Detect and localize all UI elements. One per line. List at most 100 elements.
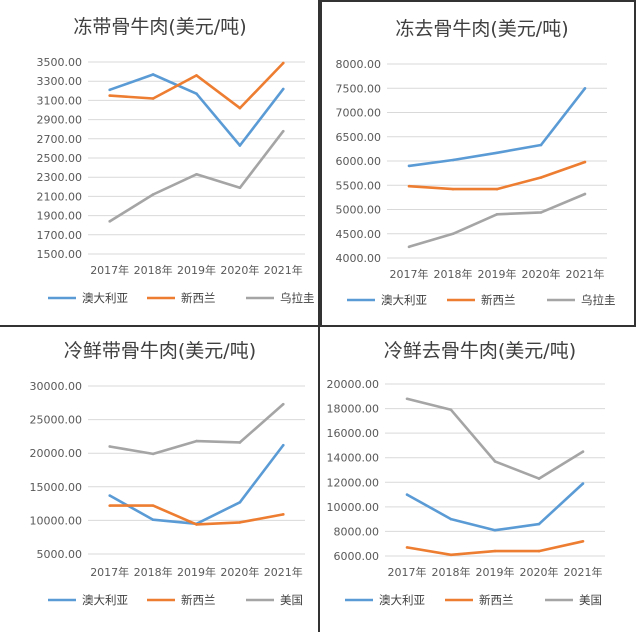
x-tick-label: 2017年	[90, 263, 129, 277]
series-line-1	[109, 444, 285, 526]
y-tick-label: 6500.00	[336, 131, 382, 144]
y-tick-label: 12000.00	[327, 476, 380, 489]
data-point	[151, 504, 155, 507]
y-tick-label: 30000.00	[30, 380, 83, 393]
data-point	[581, 482, 585, 485]
x-tick-label: 2020年	[520, 565, 559, 579]
data-point	[238, 106, 242, 110]
data-point	[493, 549, 497, 553]
data-point	[282, 443, 285, 447]
y-tick-label: 1500.00	[37, 248, 83, 261]
data-point	[407, 245, 411, 249]
data-point	[537, 522, 541, 526]
x-tick-label: 2021年	[264, 263, 303, 277]
data-point	[493, 460, 497, 463]
data-point	[238, 186, 242, 190]
chart-panel-frozen-boneless: 冻去骨牛肉(美元/吨) 8000.00 7500.00 7000.00 6500.00 6…	[320, 0, 636, 327]
y-tick-label: 3300.00	[37, 75, 83, 88]
data-point	[495, 187, 499, 191]
x-tick-label: 2021年	[564, 565, 603, 579]
x-tick-label: 2020年	[220, 263, 259, 277]
y-tick-label: 15000.00	[30, 481, 83, 494]
y-tick-label: 14000.00	[327, 452, 380, 465]
legend-label: 美国	[280, 593, 303, 607]
series-line-3	[408, 192, 586, 249]
chart-svg: 冻带骨牛肉(美元/吨) 3500.00 3300.00 3100.00 2900.00 2…	[37, 16, 315, 305]
y-tick-label: 6000.00	[334, 550, 380, 563]
x-tick-label: 2019年	[478, 267, 517, 281]
x-tick-label: 2018年	[134, 565, 173, 579]
data-point	[238, 500, 242, 504]
y-tick-label: 5500.00	[336, 179, 382, 192]
legend-label: 乌拉圭	[280, 291, 315, 305]
x-tick-label: 2021年	[566, 267, 605, 281]
x-tick-label: 2018年	[432, 565, 471, 579]
data-point	[108, 504, 111, 507]
data-point	[405, 493, 409, 496]
data-point	[405, 546, 409, 549]
data-point	[282, 402, 285, 406]
y-tick-label: 7000.00	[336, 107, 382, 120]
y-tick-label: 3500.00	[37, 56, 83, 69]
series-line-3	[109, 130, 285, 223]
y-tick-label: 1700.00	[37, 229, 83, 242]
series-line-2	[406, 540, 584, 557]
data-point	[282, 129, 285, 133]
chart-svg: 冷鲜带骨牛肉(美元/吨) 30000.00 25000.00 20000.00 1500…	[30, 340, 305, 607]
y-tick-label: 18000.00	[327, 403, 380, 416]
data-point	[282, 61, 285, 65]
legend-label: 新西兰	[181, 593, 216, 607]
y-tick-label: 20000.00	[30, 447, 83, 460]
y-tick-label: 5000.00	[336, 204, 382, 217]
data-point	[238, 144, 242, 147]
x-tick-label: 2019年	[476, 565, 515, 579]
legend-label: 新西兰	[181, 291, 216, 305]
data-point	[537, 477, 541, 480]
data-point	[495, 151, 499, 155]
data-point	[495, 213, 499, 216]
data-point	[583, 192, 587, 196]
data-point	[108, 220, 111, 223]
y-tick-label: 10000.00	[327, 501, 380, 514]
legend-label: 乌拉圭	[581, 293, 616, 307]
chart-title: 冷鲜去骨牛肉(美元/吨)	[384, 340, 576, 362]
data-point	[539, 143, 543, 147]
data-point	[195, 92, 198, 95]
data-point	[405, 397, 409, 401]
data-point	[451, 158, 455, 162]
data-point	[108, 494, 111, 497]
series-line-3	[109, 403, 285, 456]
data-point	[108, 445, 111, 448]
data-point	[407, 184, 411, 188]
data-point	[451, 187, 455, 191]
data-point	[539, 211, 543, 214]
data-point	[151, 518, 155, 522]
chart-svg: 冷鲜去骨牛肉(美元/吨) 20000.00 18000.00 16000.00 1400…	[327, 340, 605, 607]
y-tick-label: 4000.00	[336, 252, 382, 265]
data-point	[151, 193, 155, 196]
chart-panel-frozen-bone-in: 冻带骨牛肉(美元/吨) 3500.00 3300.00 3100.00 2900.00 2…	[0, 0, 320, 327]
x-tick-label: 2017年	[90, 565, 129, 579]
y-tick-label: 10000.00	[30, 514, 83, 527]
legend-label: 澳大利亚	[82, 593, 128, 607]
data-point	[581, 450, 585, 453]
data-point	[195, 173, 198, 176]
data-point	[449, 408, 453, 412]
data-point	[282, 513, 285, 516]
y-tick-label: 7500.00	[336, 82, 382, 95]
x-tick-label: 2020年	[522, 267, 561, 281]
legend-label: 澳大利亚	[381, 293, 427, 307]
y-tick-label: 5000.00	[37, 548, 83, 561]
data-point	[282, 87, 285, 91]
series-line-2	[109, 504, 284, 526]
data-point	[539, 176, 543, 179]
x-tick-label: 2021年	[264, 565, 303, 579]
series-line-1	[109, 73, 285, 147]
x-tick-label: 2017年	[390, 267, 429, 281]
x-tick-label: 2018年	[434, 267, 473, 281]
series-line-1	[408, 87, 587, 168]
y-tick-label: 6000.00	[336, 155, 382, 168]
data-point	[195, 439, 198, 443]
data-point	[195, 74, 198, 77]
data-point	[449, 517, 453, 521]
